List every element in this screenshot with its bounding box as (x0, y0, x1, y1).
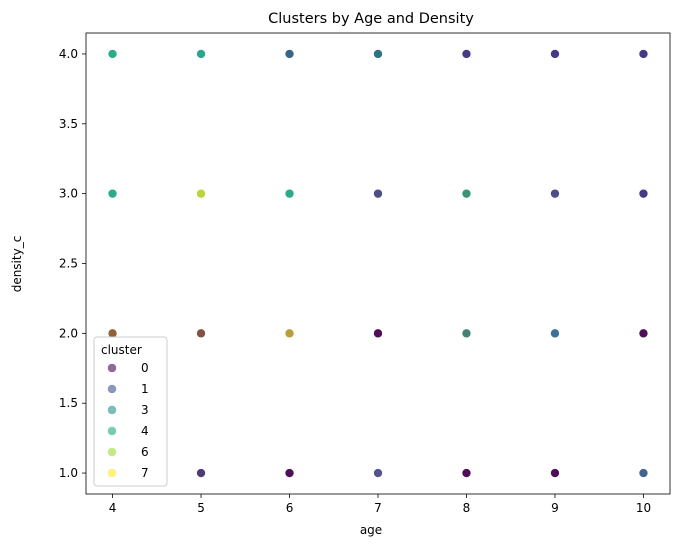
scatter-point (107, 328, 118, 339)
scatter-point (373, 188, 383, 199)
legend-label: 6 (141, 445, 149, 459)
legend-label: 0 (141, 361, 149, 375)
y-tick-label: 2.5 (59, 257, 78, 271)
x-tick-label: 10 (636, 501, 651, 515)
scatter-point (638, 468, 649, 478)
scatter-point (284, 188, 295, 199)
y-tick-label: 4.0 (59, 47, 78, 61)
scatter-point (638, 188, 649, 199)
x-tick-label: 5 (197, 501, 205, 515)
x-tick-label: 8 (463, 501, 471, 515)
scatter-point (196, 188, 206, 199)
scatter-point (461, 49, 472, 59)
legend-marker (107, 426, 117, 436)
legend-label: 1 (141, 382, 149, 396)
legend-label: 7 (141, 466, 149, 480)
x-axis: 4 5 6 7 8 9 10 (109, 494, 651, 515)
x-tick-label: 6 (286, 501, 294, 515)
plot-area (107, 49, 649, 478)
scatter-point (196, 328, 206, 339)
x-tick-label: 9 (551, 501, 559, 515)
legend-marker (107, 363, 117, 373)
legend-label: 4 (141, 424, 149, 438)
scatter-point (550, 468, 560, 478)
scatter-point (284, 468, 295, 478)
scatter-point (461, 328, 472, 339)
legend-marker (107, 405, 117, 415)
scatter-point (638, 49, 649, 59)
y-tick-label: 1.5 (59, 396, 78, 410)
scatter-point (461, 188, 472, 199)
x-tick-label: 4 (109, 501, 117, 515)
x-tick-label: 7 (374, 501, 382, 515)
legend-title: cluster (101, 343, 142, 357)
y-axis: 1.0 1.5 2.0 2.5 3.0 3.5 4.0 (59, 47, 86, 480)
x-axis-label: age (360, 523, 382, 537)
legend-marker (107, 447, 117, 457)
scatter-point (284, 328, 295, 339)
scatter-point (196, 49, 206, 59)
legend-marker (107, 468, 117, 478)
legend-entries: 0 1 3 4 6 7 (107, 361, 149, 480)
scatter-point (638, 328, 649, 339)
scatter-point (107, 49, 118, 59)
y-tick-label: 3.0 (59, 187, 78, 201)
y-tick-label: 2.0 (59, 326, 78, 340)
scatter-point (284, 49, 295, 59)
legend-label: 3 (141, 403, 149, 417)
y-tick-label: 3.5 (59, 117, 78, 131)
y-tick-label: 1.0 (59, 466, 78, 480)
scatter-point (550, 188, 560, 199)
y-axis-label: density_c (10, 236, 24, 293)
chart-title: Clusters by Age and Density (268, 11, 474, 27)
scatter-point (196, 468, 206, 478)
scatter-point (373, 328, 383, 339)
scatter-point (373, 468, 383, 478)
scatter-point (550, 49, 560, 59)
legend-box (93, 336, 168, 487)
legend-marker (107, 384, 117, 394)
scatter-point (550, 328, 560, 339)
scatter-point (107, 188, 118, 199)
scatter-point (373, 49, 383, 59)
legend: cluster 0 1 3 4 6 7 (93, 336, 168, 487)
scatter-point (461, 468, 472, 478)
